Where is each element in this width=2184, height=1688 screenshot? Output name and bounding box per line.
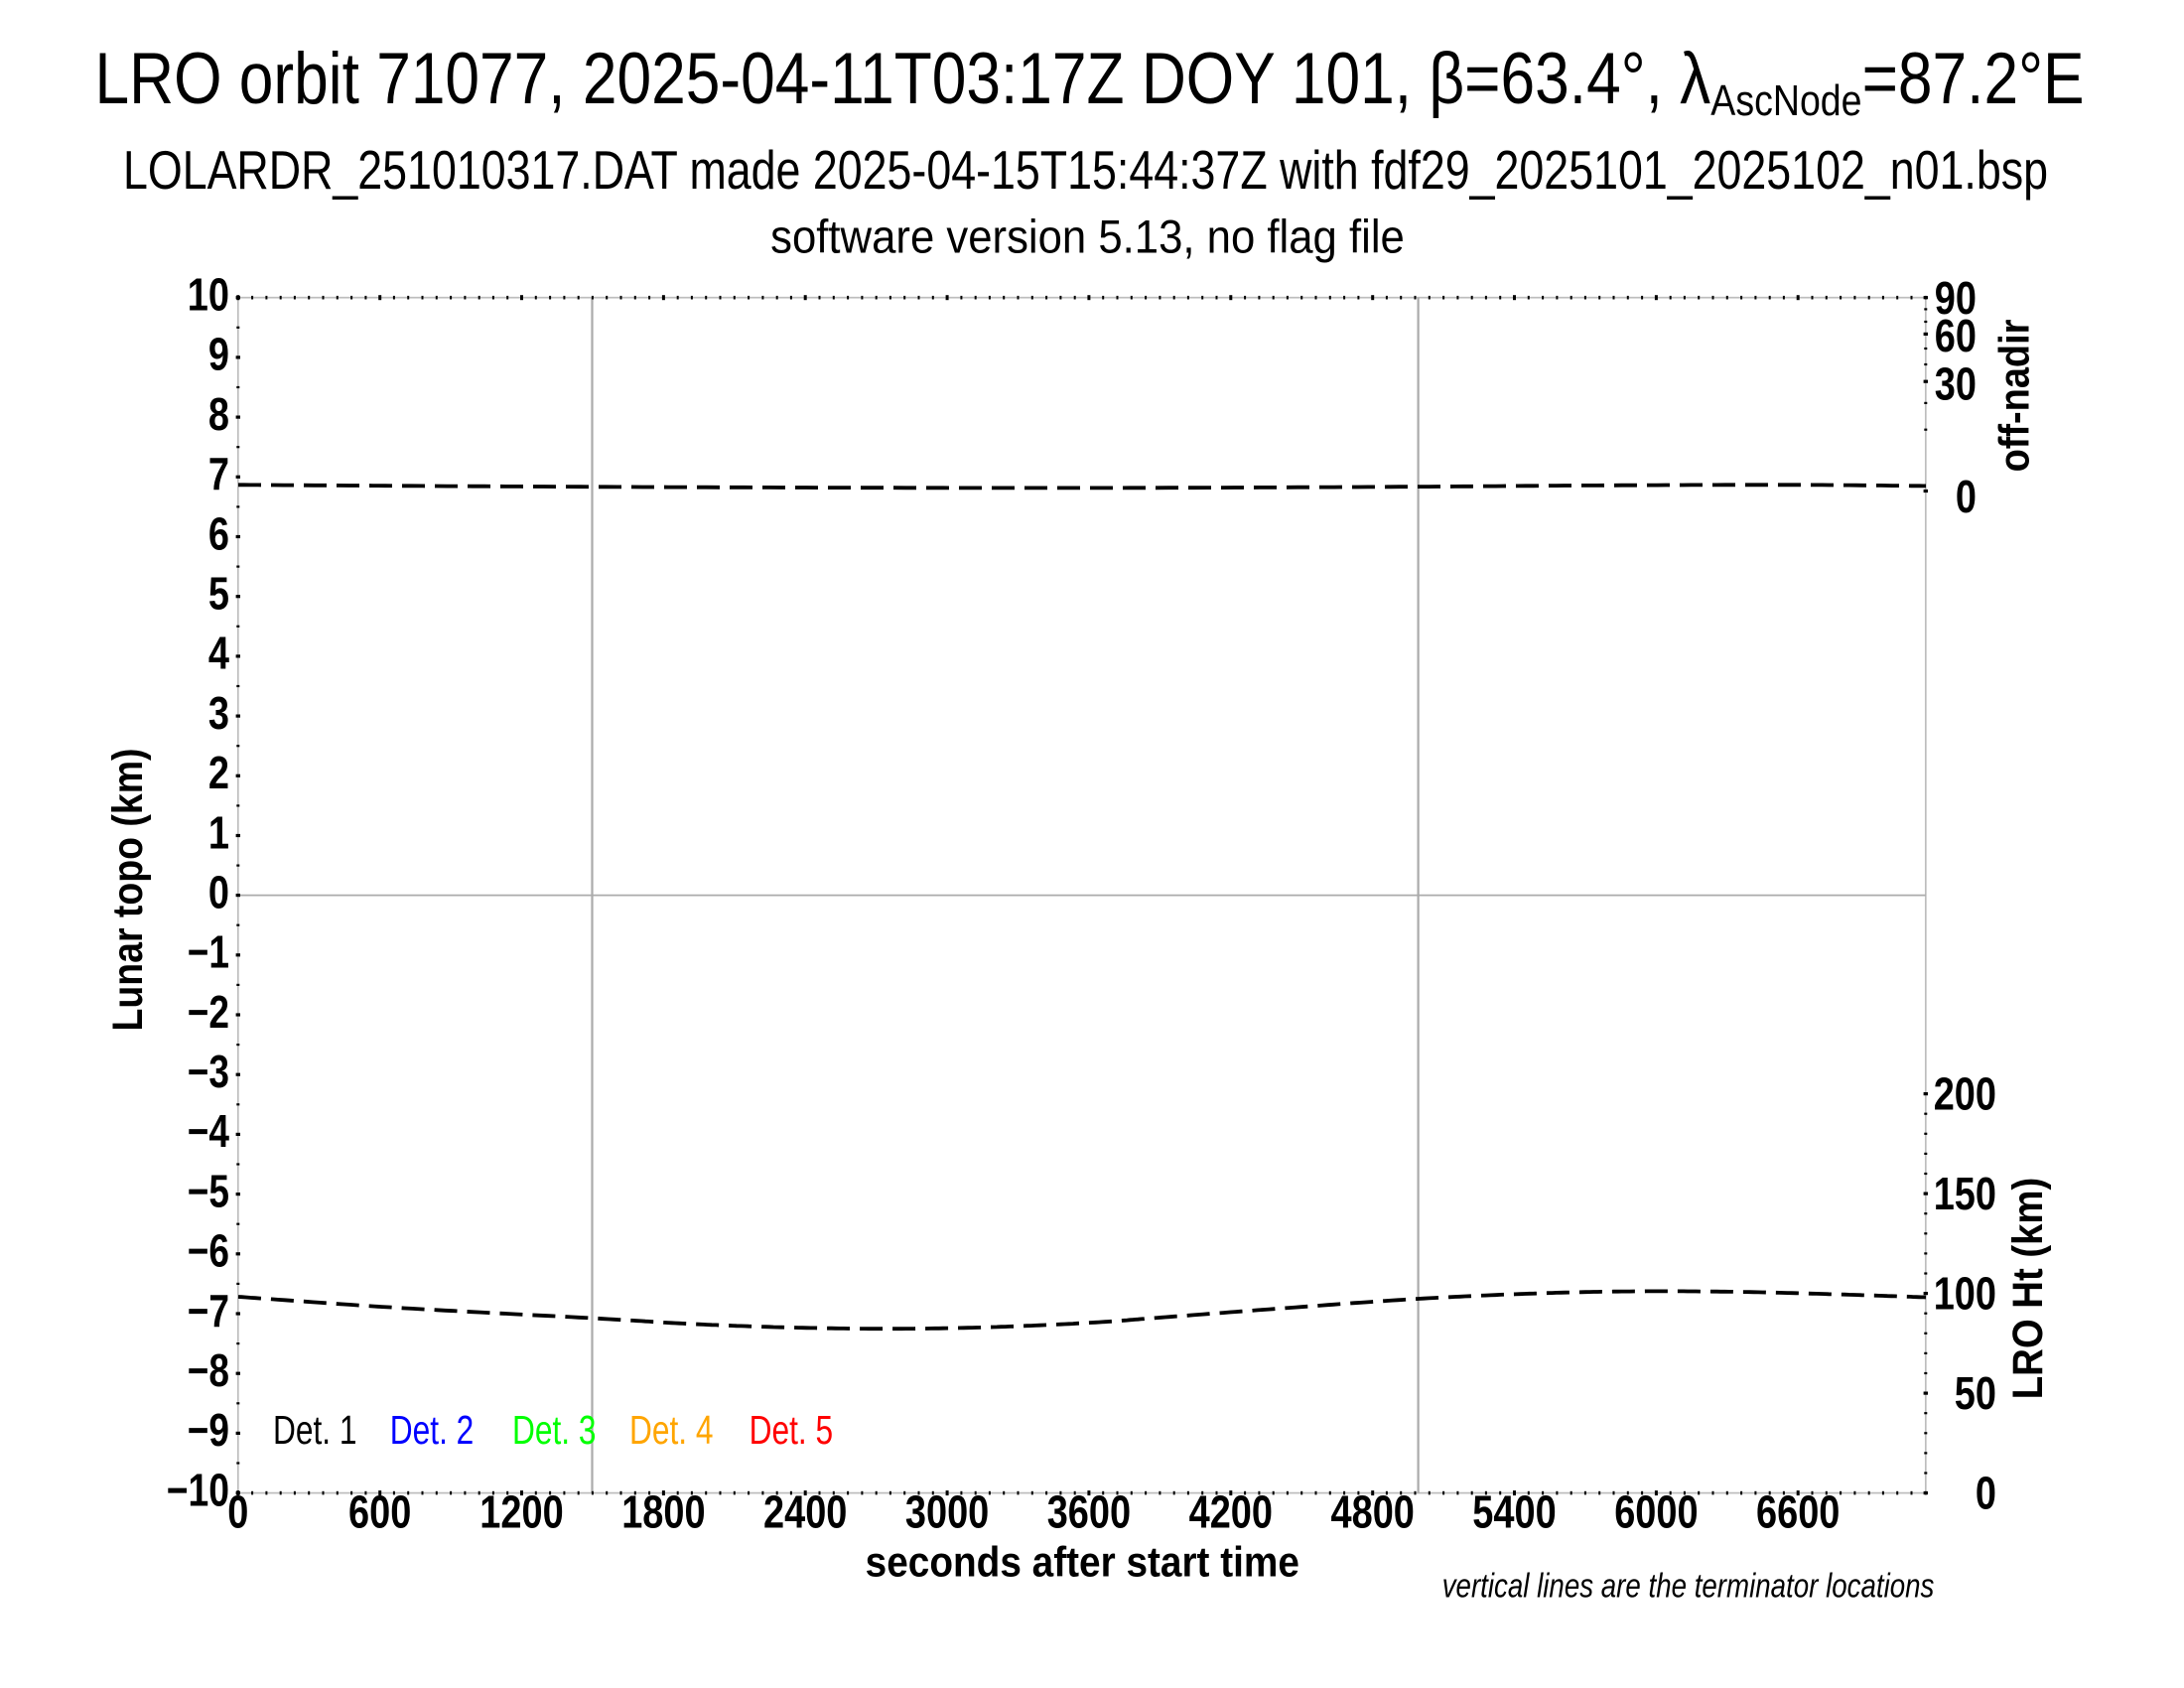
svg-text:Det. 1: Det. 1: [273, 1407, 357, 1453]
svg-text:Det. 2: Det. 2: [390, 1407, 475, 1453]
svg-text:60: 60: [1935, 310, 1977, 361]
svg-text:−10: −10: [167, 1464, 229, 1515]
svg-text:3600: 3600: [1047, 1486, 1131, 1538]
svg-text:1800: 1800: [621, 1486, 705, 1538]
svg-text:−7: −7: [188, 1285, 229, 1336]
svg-text:4800: 4800: [1331, 1486, 1415, 1538]
svg-text:−9: −9: [188, 1404, 229, 1456]
svg-text:5400: 5400: [1472, 1486, 1556, 1538]
svg-text:−1: −1: [188, 926, 229, 978]
svg-text:−3: −3: [188, 1046, 229, 1097]
svg-text:0: 0: [227, 1486, 248, 1538]
svg-text:5: 5: [208, 568, 229, 620]
svg-text:Det. 3: Det. 3: [512, 1407, 597, 1453]
svg-text:150: 150: [1934, 1168, 1996, 1219]
svg-text:Det. 4: Det. 4: [629, 1407, 714, 1453]
svg-text:software version 5.13, no flag: software version 5.13, no flag file: [770, 211, 1405, 263]
svg-text:−2: −2: [188, 986, 229, 1038]
svg-text:7: 7: [208, 448, 229, 499]
svg-text:50: 50: [1955, 1367, 1996, 1419]
svg-text:90: 90: [1935, 272, 1977, 324]
svg-text:6600: 6600: [1756, 1486, 1840, 1538]
svg-text:off-nadir: off-nadir: [1990, 319, 2038, 472]
svg-text:600: 600: [348, 1486, 411, 1538]
svg-text:100: 100: [1934, 1267, 1996, 1319]
svg-text:Lunar topo (km): Lunar topo (km): [104, 749, 152, 1032]
svg-text:1: 1: [208, 806, 229, 858]
svg-text:30: 30: [1935, 357, 1977, 409]
svg-text:3000: 3000: [905, 1486, 989, 1538]
svg-text:4: 4: [208, 628, 229, 679]
svg-text:0: 0: [1976, 1467, 1996, 1518]
svg-text:200: 200: [1934, 1067, 1996, 1119]
svg-text:2: 2: [208, 747, 229, 798]
svg-text:seconds after start time: seconds after start time: [866, 1539, 1299, 1587]
svg-text:0: 0: [208, 866, 229, 917]
svg-text:−5: −5: [188, 1165, 229, 1216]
svg-text:−4: −4: [188, 1105, 230, 1157]
svg-text:9: 9: [208, 329, 229, 380]
svg-text:Det. 5: Det. 5: [750, 1407, 834, 1453]
svg-text:6000: 6000: [1614, 1486, 1698, 1538]
svg-text:−6: −6: [188, 1225, 229, 1277]
svg-text:−8: −8: [188, 1344, 229, 1396]
svg-text:2400: 2400: [763, 1486, 847, 1538]
svg-text:8: 8: [208, 388, 229, 440]
svg-text:6: 6: [208, 507, 229, 559]
svg-text:3: 3: [208, 687, 229, 739]
svg-text:10: 10: [188, 269, 229, 321]
svg-text:1200: 1200: [479, 1486, 563, 1538]
svg-text:4200: 4200: [1189, 1486, 1273, 1538]
svg-text:vertical lines are the termina: vertical lines are the terminator locati…: [1442, 1568, 1935, 1606]
svg-text:LRO Ht (km): LRO Ht (km): [2004, 1178, 2052, 1400]
svg-text:LOLARDR_251010317.DAT made 202: LOLARDR_251010317.DAT made 2025-04-15T15…: [123, 140, 2048, 201]
svg-text:0: 0: [1956, 471, 1977, 522]
